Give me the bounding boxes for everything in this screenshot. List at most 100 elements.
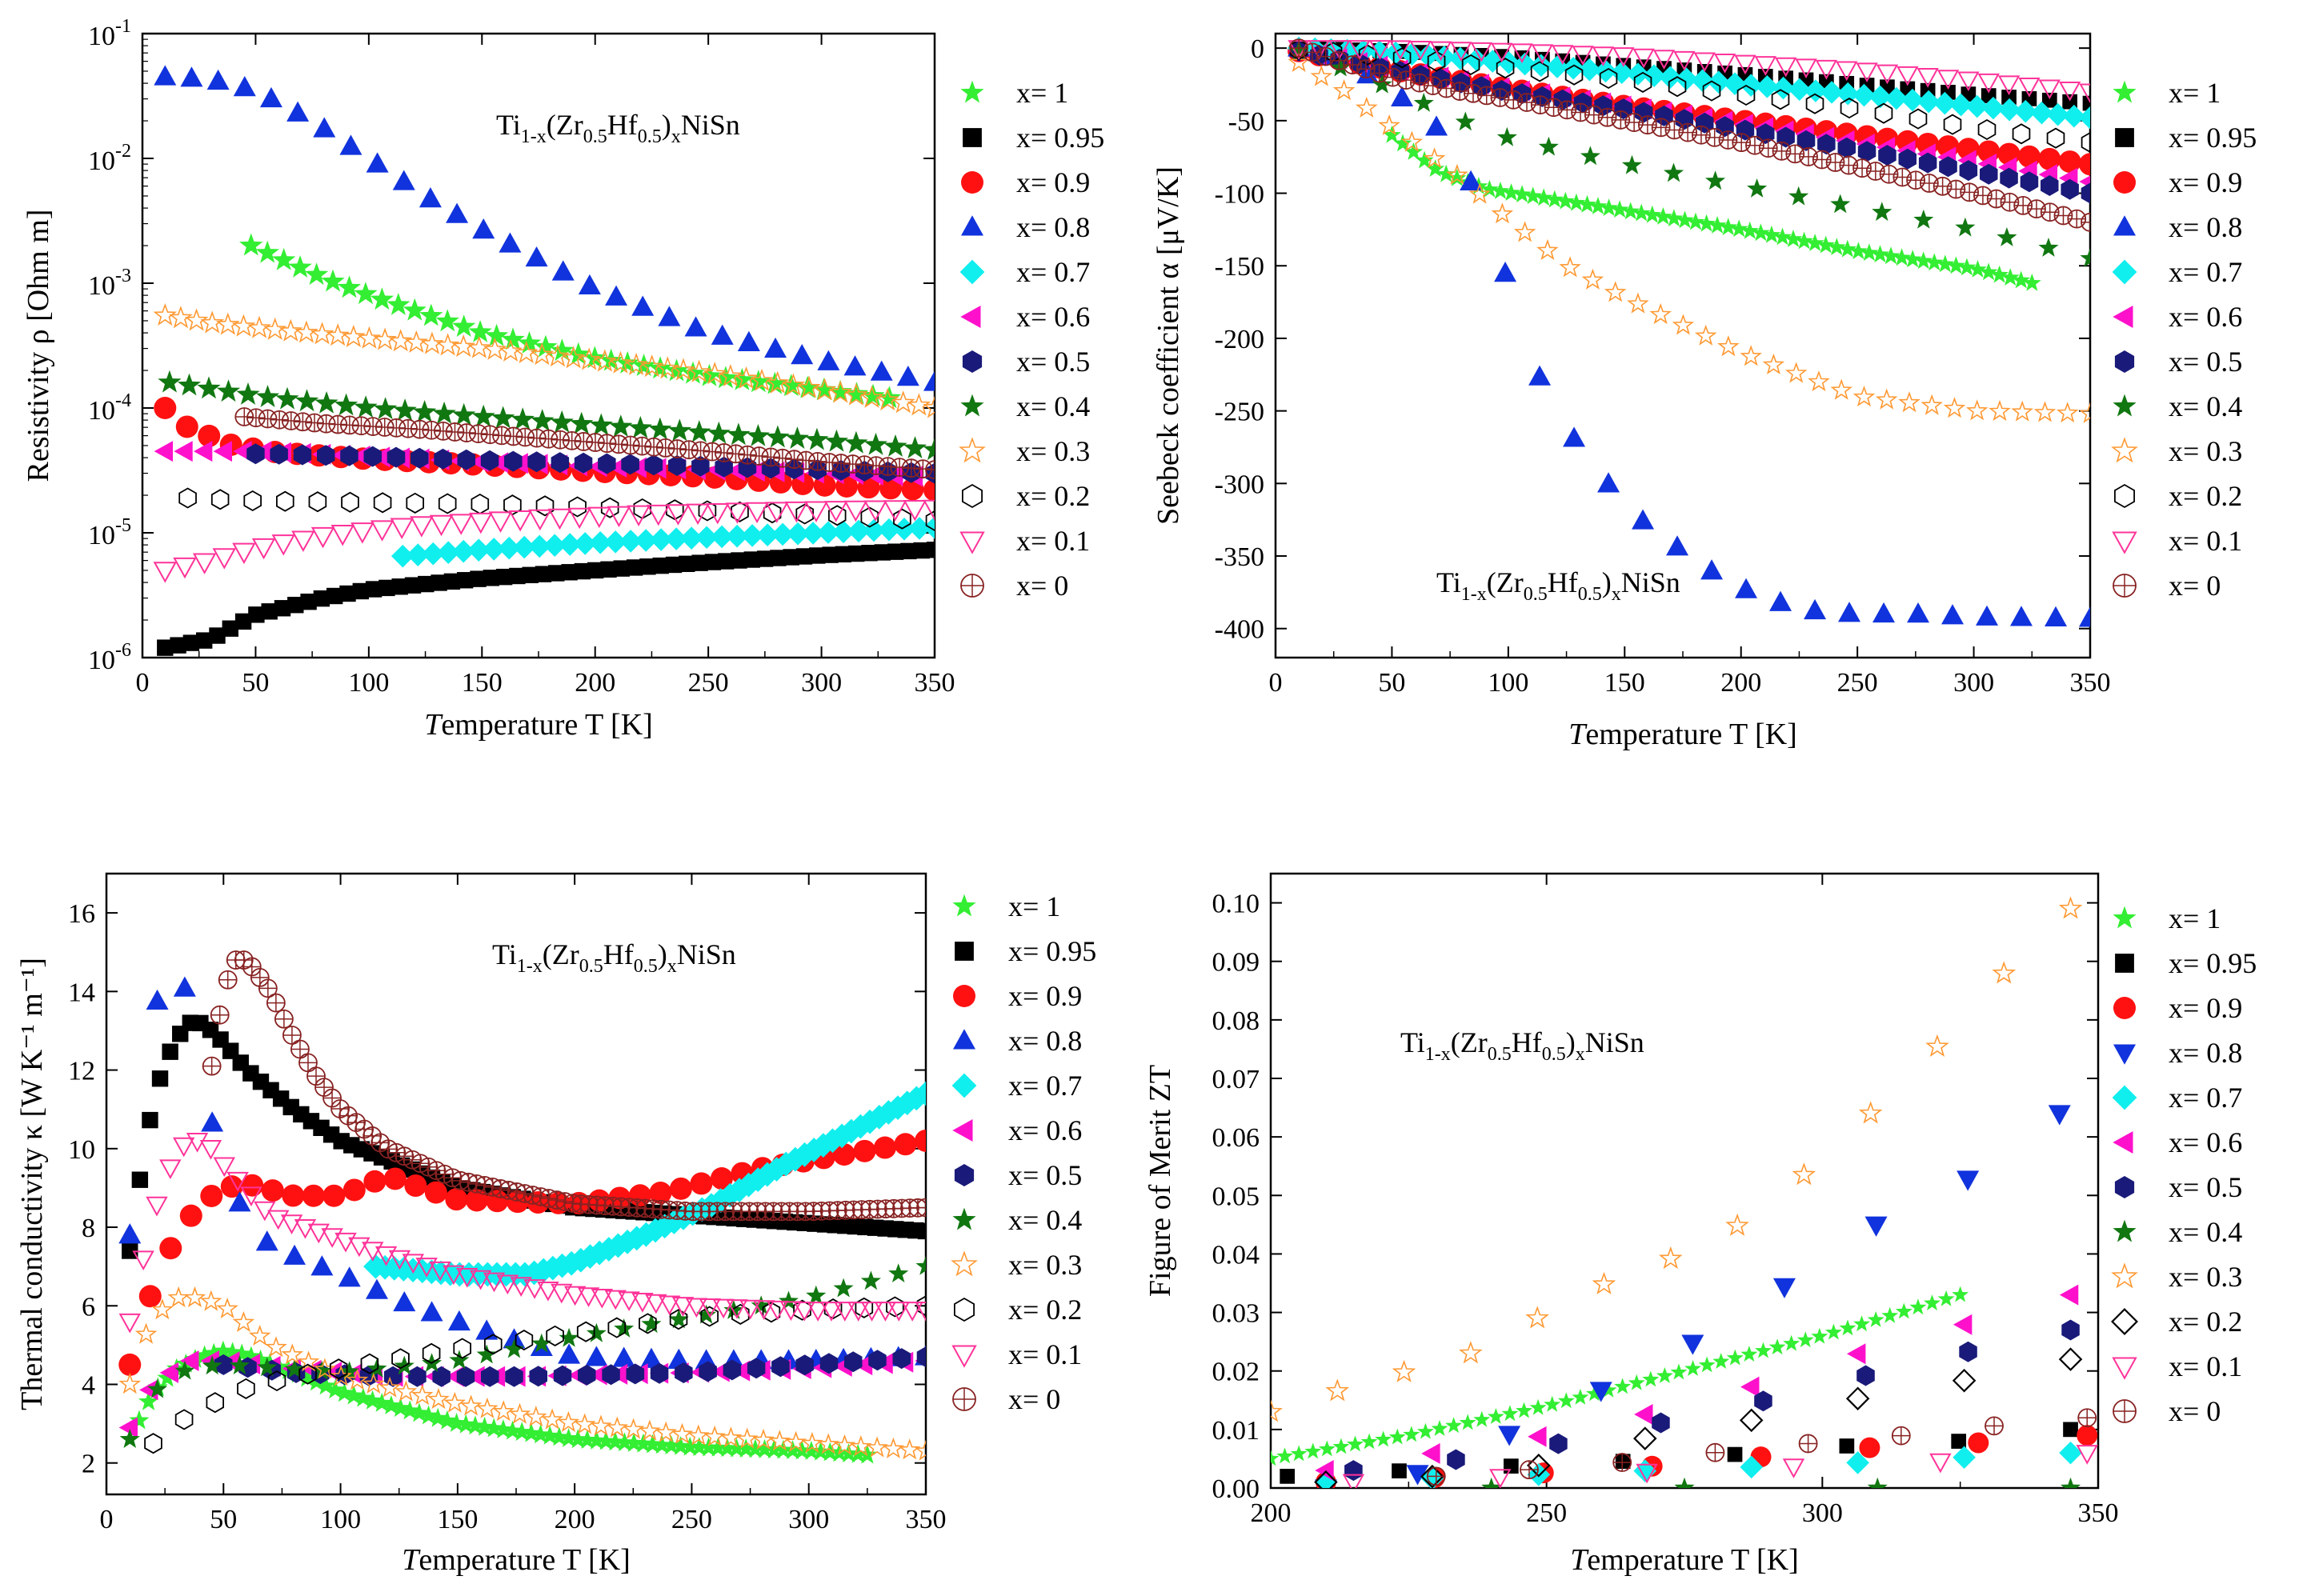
data-point <box>1696 112 1714 134</box>
data-point <box>614 1318 635 1338</box>
series-x0.3 <box>118 1286 926 1461</box>
data-point <box>855 455 875 474</box>
data-point <box>362 1242 384 1262</box>
data-point <box>598 453 616 474</box>
data-point <box>691 455 710 477</box>
data-point <box>1450 42 1472 62</box>
series-x0.7 <box>363 1081 926 1287</box>
data-point <box>443 573 461 590</box>
data-point <box>2082 95 2090 111</box>
data-point <box>587 1430 607 1450</box>
data-point <box>546 1325 564 1346</box>
data-point <box>595 1430 616 1450</box>
data-point <box>1865 162 1885 181</box>
data-point <box>639 354 664 378</box>
data-point <box>283 1244 306 1265</box>
data-point <box>177 373 202 396</box>
data-point <box>294 1218 317 1239</box>
data-point <box>534 334 558 358</box>
data-point <box>883 500 907 522</box>
data-point <box>1530 61 1549 82</box>
data-point <box>317 445 335 466</box>
data-point <box>2030 101 2053 125</box>
chemical-formula: Ti1-x(Zr0.5Hf0.5)xNiSn <box>1400 1026 1644 1065</box>
x-axis-label: Temperature T [K] <box>1570 1543 1799 1577</box>
data-point <box>1643 205 1662 223</box>
data-point <box>1615 1454 1631 1470</box>
data-point <box>652 557 669 574</box>
legend-label: x= 0.6 <box>1016 301 1090 333</box>
x-tick-label: 0 <box>1269 668 1283 698</box>
data-point <box>1512 185 1532 203</box>
data-point <box>1939 156 1957 178</box>
data-point <box>476 1344 497 1364</box>
data-point <box>2000 167 2018 189</box>
data-point <box>1875 388 1898 410</box>
data-point <box>649 1182 672 1205</box>
data-point <box>449 1350 470 1370</box>
data-point <box>1668 76 1687 98</box>
data-point <box>805 427 829 450</box>
y-tick-label: -350 <box>1215 542 1264 572</box>
data-point <box>596 1237 622 1262</box>
x-axis-label: Temperature T [K] <box>402 1543 631 1577</box>
data-point <box>360 1353 379 1374</box>
data-point <box>352 582 369 600</box>
data-point <box>857 1444 878 1464</box>
data-point <box>1416 44 1440 67</box>
data-point <box>226 1171 249 1192</box>
data-point <box>1517 93 1536 112</box>
legend-label: x= 0.6 <box>2169 1126 2242 1158</box>
data-point <box>1664 162 1684 182</box>
data-point <box>587 562 604 579</box>
data-point <box>859 385 884 408</box>
series-x0.5 <box>1289 40 2090 204</box>
data-point <box>427 1387 450 1410</box>
data-point <box>525 246 548 267</box>
legend-marker <box>2111 1308 2138 1335</box>
data-point <box>489 452 509 474</box>
series-x0.9 <box>118 1129 926 1376</box>
data-point <box>661 1435 682 1454</box>
data-point <box>334 393 358 416</box>
data-point <box>1577 194 1596 213</box>
data-point <box>169 306 193 329</box>
data-point <box>755 523 779 546</box>
data-point <box>1481 1477 1502 1488</box>
chemical-formula: Ti1-x(Zr0.5Hf0.5)xNiSn <box>492 938 736 977</box>
data-point <box>1446 163 1468 185</box>
data-point <box>1914 251 1933 270</box>
data-point <box>696 1304 717 1324</box>
legend-marker <box>960 394 984 417</box>
data-point <box>1736 119 1755 141</box>
data-point <box>1382 125 1401 143</box>
data-point <box>374 1246 398 1266</box>
data-point <box>199 1139 222 1160</box>
data-point <box>1774 57 1797 78</box>
series-x0.5 <box>214 1346 926 1387</box>
data-point <box>118 1353 142 1376</box>
data-point <box>1536 238 1559 261</box>
data-point <box>2081 212 2090 232</box>
data-point <box>574 562 591 580</box>
data-point <box>558 533 582 556</box>
data-point <box>392 170 415 190</box>
data-point <box>330 1365 352 1386</box>
data-point <box>703 442 723 462</box>
y-axis-label: Figure of Merit ZT <box>1143 1065 1177 1297</box>
data-point <box>730 367 754 390</box>
y-axis-label: Resistivity ρ [Ohm m] <box>22 210 55 482</box>
data-point <box>824 501 848 522</box>
data-point <box>1992 961 2017 984</box>
data-point <box>528 509 552 531</box>
data-point <box>142 1111 158 1129</box>
data-point <box>1784 362 1808 383</box>
data-point <box>1704 127 1724 147</box>
data-point <box>687 359 711 382</box>
series-x0.95 <box>1280 1422 2078 1484</box>
data-point <box>1919 174 1939 193</box>
data-point <box>664 527 688 550</box>
data-point <box>159 1237 182 1260</box>
data-point <box>1816 235 1836 254</box>
data-point <box>898 1438 921 1460</box>
